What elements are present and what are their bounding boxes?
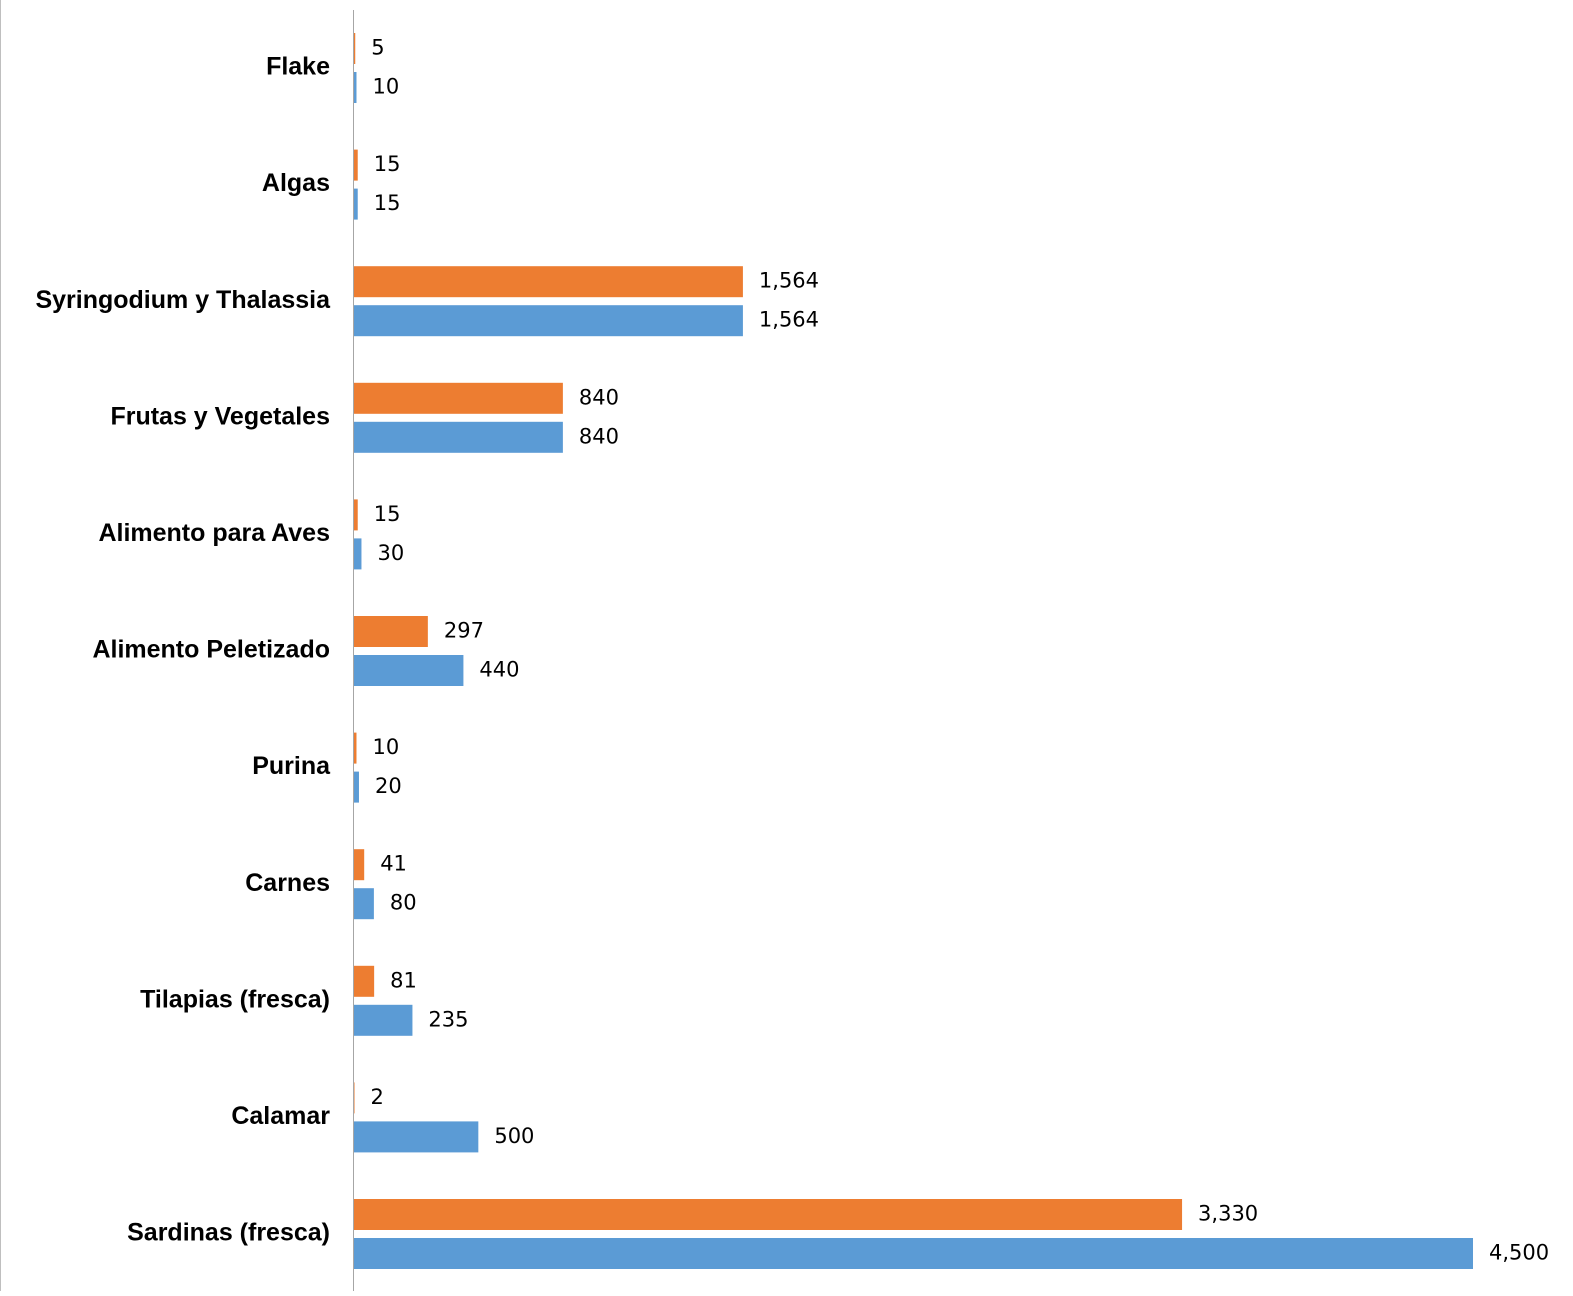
bar-series-2-frutas-y-vegetales xyxy=(354,422,563,453)
bars-layer xyxy=(354,33,1473,1269)
bar-series-2-alimento-peletizado xyxy=(354,655,463,686)
data-label-series-1-tilapias-fresca: 81 xyxy=(390,968,417,992)
data-label-series-2-algas: 15 xyxy=(374,191,401,215)
bar-series-2-flake xyxy=(354,72,356,103)
data-label-series-2-alimento-peletizado: 440 xyxy=(479,658,519,682)
data-label-series-2-calamar: 500 xyxy=(494,1124,534,1148)
category-label-carnes: Carnes xyxy=(245,869,330,897)
bar-series-1-sardinas-fresca xyxy=(354,1199,1182,1230)
bar-series-2-algas xyxy=(354,189,358,220)
bar-series-1-algas xyxy=(354,150,358,181)
bar-series-2-sardinas-fresca xyxy=(354,1238,1473,1269)
bar-series-1-purina xyxy=(354,733,356,764)
bar-series-1-carnes xyxy=(354,849,364,880)
category-label-purina: Purina xyxy=(252,752,331,780)
bar-series-1-alimento-peletizado xyxy=(354,616,428,647)
data-label-series-1-algas: 15 xyxy=(374,152,401,176)
category-label-syringodium-y-thalassia: Syringodium y Thalassia xyxy=(35,286,331,314)
bar-series-1-alimento-para-aves xyxy=(354,499,358,530)
data-label-series-2-alimento-para-aves: 30 xyxy=(377,541,404,565)
category-label-tilapias-fresca: Tilapias (fresca) xyxy=(140,985,330,1013)
data-label-series-1-syringodium-y-thalassia: 1,564 xyxy=(759,269,819,293)
bar-series-2-tilapias-fresca xyxy=(354,1005,412,1036)
bar-series-2-carnes xyxy=(354,888,374,919)
data-label-series-1-calamar: 2 xyxy=(370,1085,383,1109)
category-label-frutas-y-vegetales: Frutas y Vegetales xyxy=(110,402,330,430)
data-label-series-2-frutas-y-vegetales: 840 xyxy=(579,424,619,448)
data-label-series-1-purina: 10 xyxy=(372,735,399,759)
bar-series-2-calamar xyxy=(354,1121,478,1152)
category-label-algas: Algas xyxy=(262,169,330,197)
data-label-series-2-sardinas-fresca: 4,500 xyxy=(1489,1241,1549,1265)
category-label-sardinas-fresca: Sardinas (fresca) xyxy=(127,1219,330,1247)
bar-series-1-flake xyxy=(354,33,355,64)
data-label-series-2-carnes: 80 xyxy=(390,891,417,915)
bar-series-1-frutas-y-vegetales xyxy=(354,383,563,414)
category-label-alimento-para-aves: Alimento para Aves xyxy=(98,519,330,547)
data-label-series-2-syringodium-y-thalassia: 1,564 xyxy=(759,308,819,332)
data-label-series-1-sardinas-fresca: 3,330 xyxy=(1198,1202,1258,1226)
data-label-series-1-frutas-y-vegetales: 840 xyxy=(579,385,619,409)
bar-series-1-tilapias-fresca xyxy=(354,966,374,997)
data-label-series-1-flake: 5 xyxy=(371,36,384,60)
data-label-series-1-alimento-para-aves: 15 xyxy=(374,502,401,526)
data-label-series-2-flake: 10 xyxy=(372,75,399,99)
data-label-series-1-carnes: 41 xyxy=(380,852,407,876)
data-label-series-2-purina: 20 xyxy=(375,774,402,798)
bar-series-1-syringodium-y-thalassia xyxy=(354,266,743,297)
data-label-series-2-tilapias-fresca: 235 xyxy=(428,1007,468,1031)
data-label-series-1-alimento-peletizado: 297 xyxy=(444,619,484,643)
labels-layer: Flake 5 10 Algas 15 15 Syringodium y Thalassia… xyxy=(35,36,1549,1265)
category-label-flake: Flake xyxy=(266,53,330,81)
bar-series-2-purina xyxy=(354,772,359,803)
category-label-calamar: Calamar xyxy=(231,1102,330,1130)
category-label-alimento-peletizado: Alimento Peletizado xyxy=(92,636,330,664)
bar-series-2-alimento-para-aves xyxy=(354,538,361,569)
bar-series-2-syringodium-y-thalassia xyxy=(354,305,743,336)
